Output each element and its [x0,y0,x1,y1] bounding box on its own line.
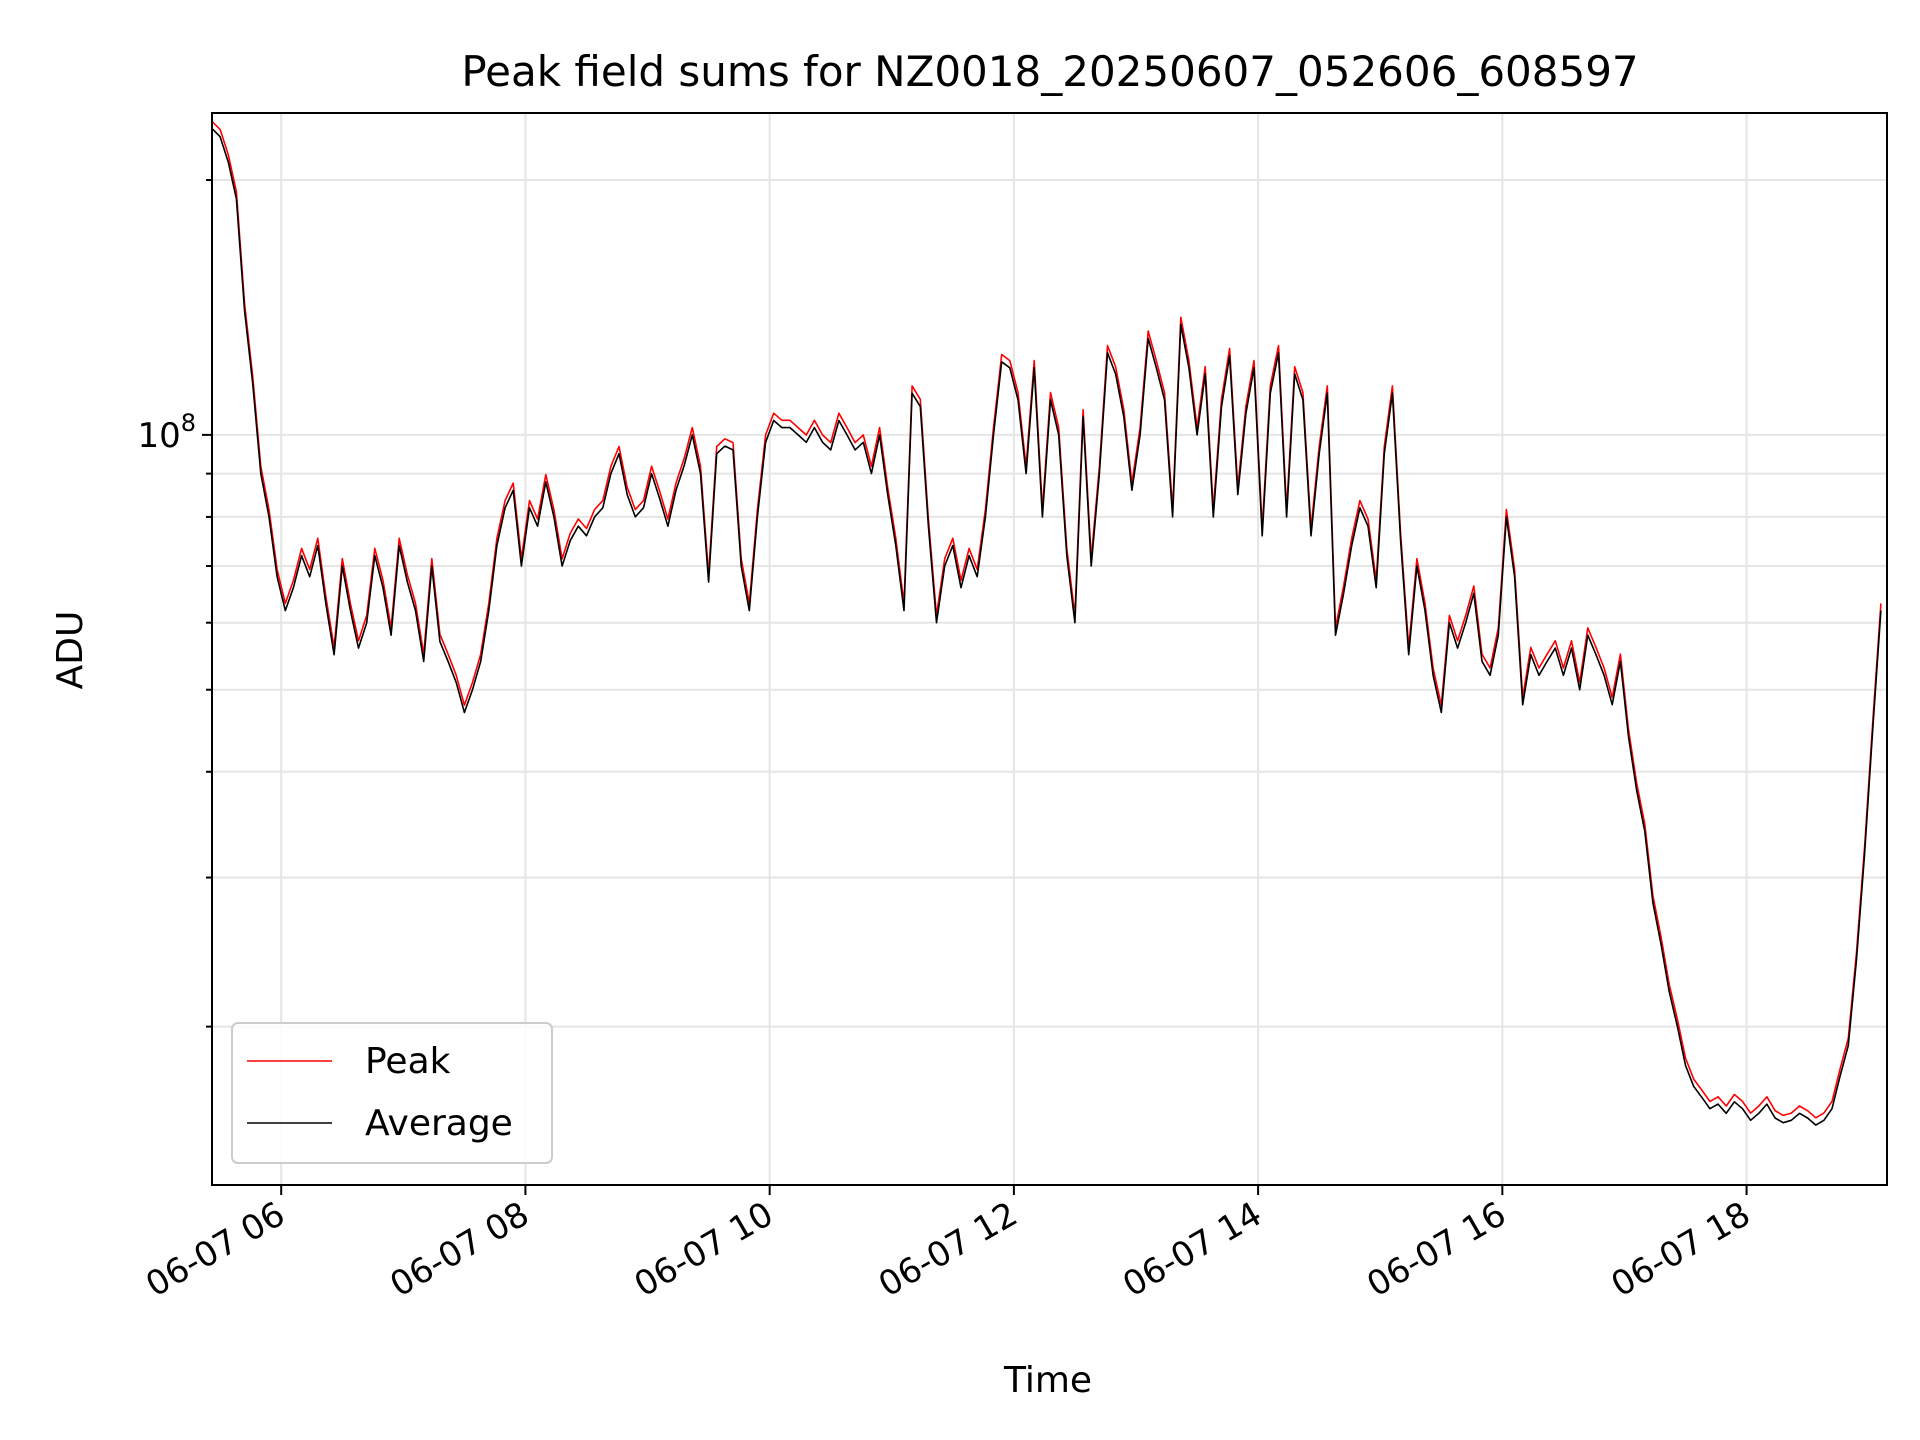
chart-title: Peak field sums for NZ0018_20250607_0526… [461,47,1638,96]
x-axis-label: Time [1003,1360,1092,1401]
y-axis-label: ADU [50,611,91,690]
legend-label-peak: Peak [365,1041,451,1082]
legend-label-average: Average [365,1103,513,1144]
legend-box [231,1022,553,1164]
legend: Peak Average [231,1022,553,1164]
y-tick-label: 108 [137,409,196,456]
plot-frame [211,112,1888,1186]
series-layer [212,120,1882,1126]
series-line-average [212,128,1882,1126]
